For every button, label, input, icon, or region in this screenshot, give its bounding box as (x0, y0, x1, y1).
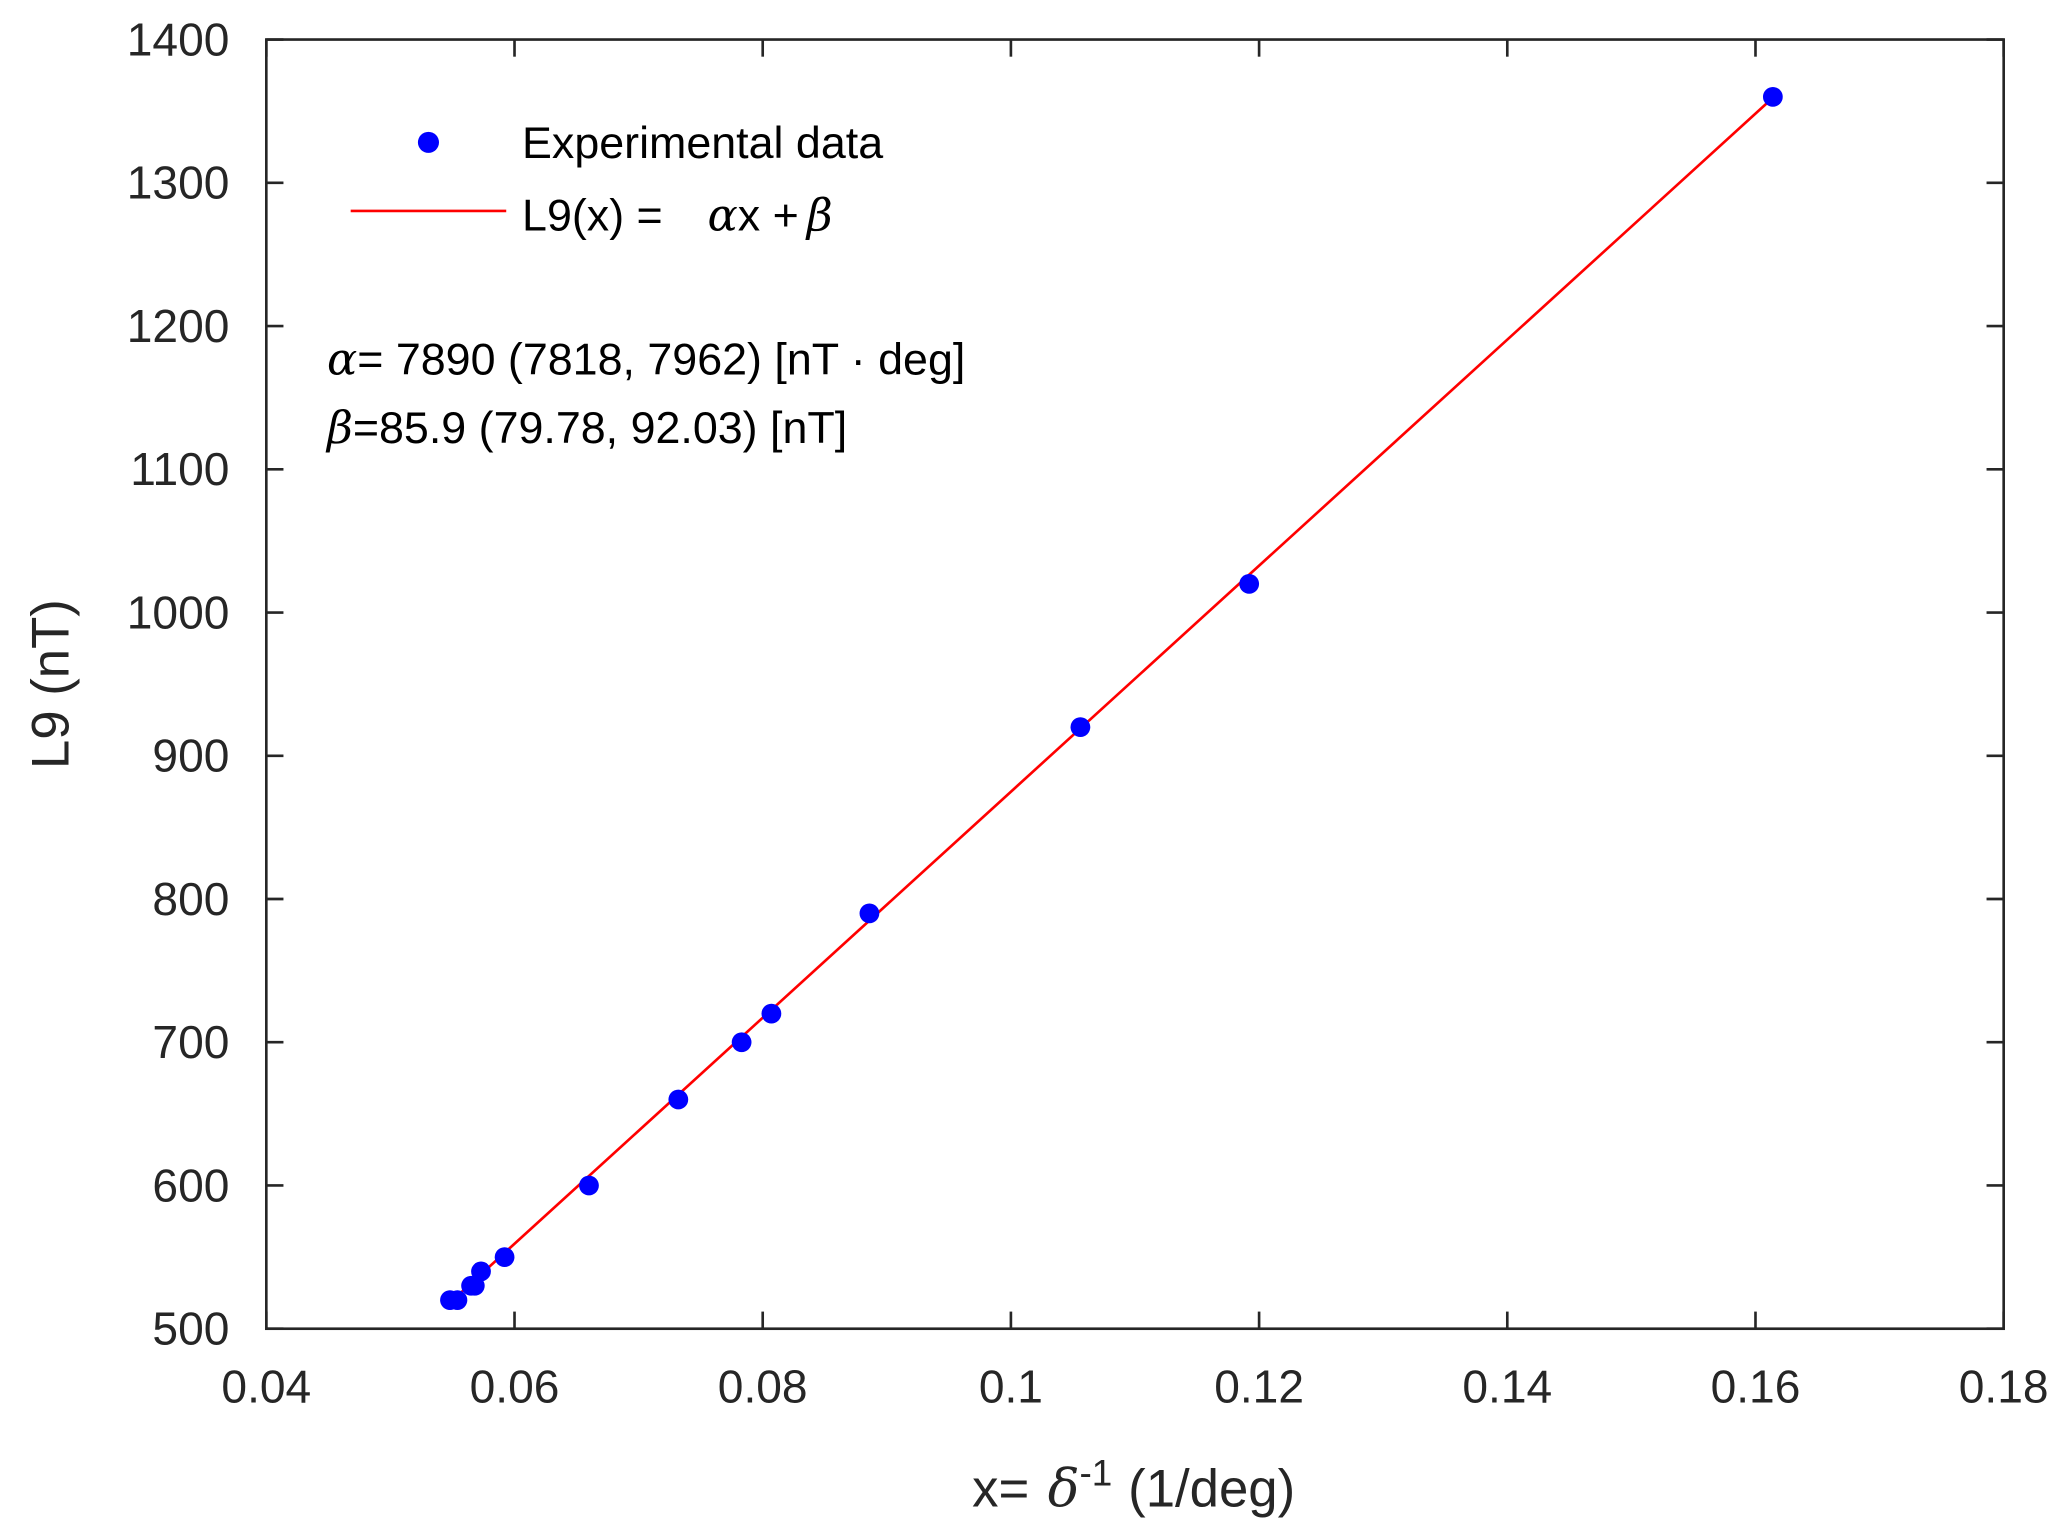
x-axis-label: x= δ-1 (1/deg) (972, 1453, 1295, 1520)
y-tick-label: 1000 (127, 586, 230, 638)
x-tick-label: 0.1 (979, 1361, 1043, 1413)
legend: Experimental data L9(x) = αx + β (350, 118, 883, 242)
plot-area (265, 38, 2005, 1331)
y-axis-label: L9 (nT) (22, 599, 81, 769)
data-point (1762, 86, 1783, 107)
legend-line-label: L9(x) = αx + β (522, 189, 833, 242)
y-tick-label: 500 (152, 1303, 229, 1355)
data-point (1239, 573, 1260, 594)
x-tick-label: 0.06 (470, 1361, 560, 1413)
x-tick-label: 0.18 (1959, 1361, 2049, 1413)
x-tick-label: 0.16 (1711, 1361, 1801, 1413)
data-point (579, 1175, 599, 1196)
y-tick-label: 1400 (127, 13, 230, 65)
y-tick-label: 600 (152, 1159, 229, 1211)
data-point (494, 1247, 515, 1267)
data-point (471, 1261, 491, 1282)
x-tick-label: 0.12 (1214, 1361, 1304, 1413)
data-point (668, 1089, 689, 1110)
y-tick-label: 800 (152, 873, 229, 925)
data-point (859, 903, 880, 924)
y-tick-label: 700 (152, 1016, 229, 1068)
x-tick-label: 0.04 (221, 1361, 311, 1413)
alpha-annotation: α= 7890 (7818, 7962) [nT · deg] (327, 332, 965, 385)
beta-annotation: β=85.9 (79.78, 92.03) [nT] (325, 401, 847, 454)
y-tick-label: 900 (152, 730, 229, 782)
data-point (731, 1032, 752, 1053)
data-point (761, 1003, 782, 1024)
y-tick-label: 1300 (127, 157, 230, 209)
y-tick-label: 1200 (127, 300, 230, 352)
y-tick-label: 1100 (130, 443, 229, 495)
data-point (447, 1290, 468, 1310)
data-point (1070, 717, 1091, 737)
legend-scatter-label: Experimental data (522, 118, 883, 168)
x-tick-label: 0.08 (718, 1361, 808, 1413)
legend-scatter-marker (417, 131, 439, 153)
x-tick-label: 0.14 (1462, 1361, 1552, 1413)
